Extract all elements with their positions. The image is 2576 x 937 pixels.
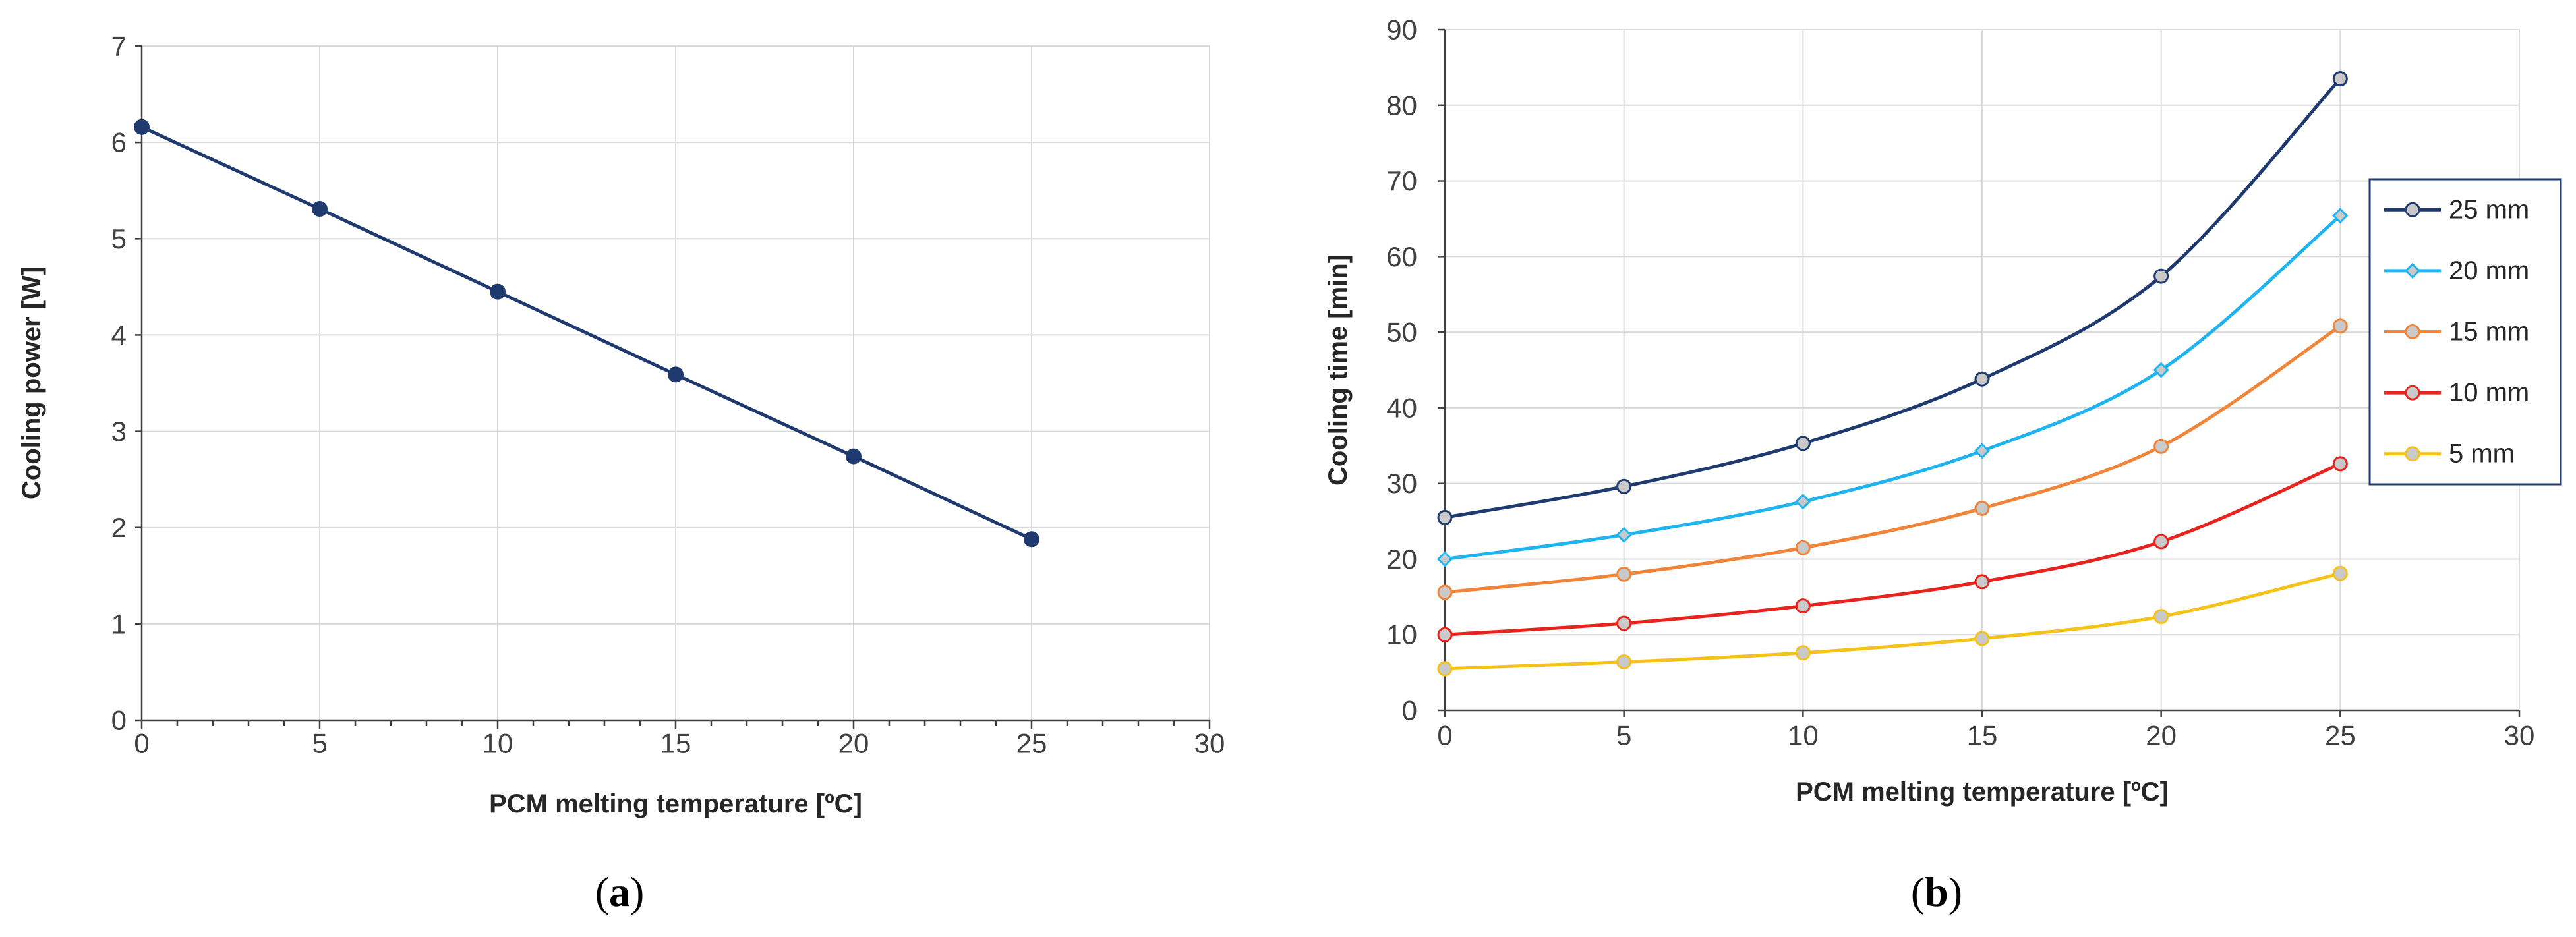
panel-b-data-point [1795,494,1811,510]
chart-panel-a: 0 5 10 15 20 25 30 0 1 2 3 4 5 6 7 PCM melting temperat… [17,31,1225,916]
panel-a-y-tick-label: 0 [111,705,127,736]
panel-a-data-point [312,200,328,217]
panel-b-data-point [1974,631,1990,646]
panel-b-legend-marker [2405,324,2420,339]
panel-b-legend-marker [2405,202,2420,217]
panel-b-y-tick-label: 30 [1386,468,1417,499]
panel-b-y-tick-label: 40 [1386,392,1417,423]
panel-b-data-point [1974,371,1990,387]
panel-b-x-tick-label: 0 [1437,720,1452,751]
chart-panel-b: 0 5 10 15 20 25 30 0 10 20 30 40 50 60 70 80 90 PCM melti… [1324,14,2562,915]
panel-b-legend-label: 15 mm [2449,318,2529,347]
panel-b-x-tick-label: 25 [2325,720,2356,751]
panel-b-legend-label: 10 mm [2449,378,2529,407]
panel-b-y-tick-label: 90 [1386,14,1417,45]
panel-b-data-point [2332,318,2348,334]
panel-a-x-tick-label: 10 [483,727,513,758]
panel-a-y-tick-label: 7 [111,31,127,62]
panel-b-data-point [1437,509,1453,525]
panel-b-data-point [1616,615,1632,631]
panel-b-legend-label: 5 mm [2449,440,2515,468]
panel-b-y-tick-label: 80 [1386,90,1417,121]
panel-b-legend-marker [2405,385,2420,401]
panel-b-data-point [1616,526,1632,543]
panel-b-data-point [1795,645,1811,661]
panel-a-y-axis-title: Cooling power [W] [17,267,46,499]
panel-a-y-tick-label: 2 [111,512,127,543]
panel-b-data-point [2153,609,2169,625]
panel-a-series-line-1 [140,125,1033,541]
panel-a-label: (a) [595,868,645,915]
panel-b-series-line-1 [1444,77,2342,519]
panel-b-data-point [1616,566,1632,582]
panel-b-legend: 25 mm 20 mm 15 mm 10 mm 5 mm [2368,178,2562,486]
panel-b-x-axis-title: PCM melting temperature [ºC] [1796,778,2169,807]
panel-a-x-tick-label: 30 [1194,727,1225,758]
panel-b-data-point [2332,71,2348,87]
panel-b-data-point [1616,654,1632,670]
panel-b-x-tick-label: 20 [2146,720,2177,751]
panel-b-y-tick-label: 20 [1386,544,1417,575]
panel-b-x-tick-label: 5 [1616,720,1631,751]
panel-b-series-line-3 [1444,324,2341,594]
panel-a-data-point [134,119,150,135]
panel-b-data-point [1616,478,1632,494]
panel-b-data-point [1437,584,1453,600]
panel-a-y-tick-label: 6 [111,127,127,158]
panel-a-x-axis-title: PCM melting temperature [ºC] [489,789,862,818]
panel-b-data-point [1795,598,1811,614]
panel-b-y-tick-label: 50 [1386,317,1417,348]
panel-b-x-tick-label: 15 [1967,720,1998,751]
panel-b-y-axis-title: Cooling time [min] [1324,254,1353,486]
panel-b-data-point [1795,540,1811,555]
panel-a-x-tick-label: 5 [312,727,327,758]
panel-b-legend-label: 25 mm [2449,195,2529,224]
panel-b-series-line-4 [1444,462,2341,637]
panel-b-data-point [2153,268,2169,284]
panel-a-data-point [1024,531,1039,548]
panel-b-data-point [2332,456,2348,472]
panel-b-data-point [2332,208,2349,224]
panel-b-x-tick-label: 10 [1788,720,1819,751]
panel-b-legend-marker [2404,262,2421,279]
panel-b-data-point [1795,436,1811,451]
panel-b-data-point [1974,501,1990,517]
panel-b-y-tick-label: 10 [1386,619,1417,650]
panel-b-data-point [1974,574,1990,590]
panel-a-y-tick-label: 1 [111,608,127,639]
panel-a-data-point [668,366,684,383]
panel-b-data-point [1436,551,1453,567]
panel-b-legend-label: 20 mm [2449,256,2529,285]
panel-b-legend-marker [2405,446,2420,462]
panel-a-x-tick-label: 20 [838,727,869,758]
panel-b-data-point [1437,627,1453,642]
panel-b-data-point [2332,565,2348,581]
panel-b-data-point [1437,661,1453,677]
panel-b-series-line-5 [1444,571,2341,671]
panel-b-y-tick-label: 0 [1402,695,1417,726]
panel-b-y-tick-label: 70 [1386,165,1417,196]
panel-a-x-tick-label: 25 [1016,727,1047,758]
panel-a-y-tick-label: 3 [111,416,127,447]
panel-b-data-point [2153,534,2169,550]
panel-a-y-tick-label: 5 [111,223,127,254]
panel-b-label: (b) [1911,868,1962,915]
panel-b-data-point [1974,443,1991,459]
panel-a-x-tick-label: 15 [660,727,691,758]
panel-b-data-point [2153,362,2169,378]
panel-a-data-point [490,283,506,300]
panel-b-data-point [2153,438,2169,454]
panel-b-x-tick-label: 30 [2504,720,2535,751]
panel-a-y-tick-label: 4 [111,320,127,351]
panel-b-series-line-2 [1444,214,2341,561]
panel-b-y-tick-label: 60 [1386,241,1417,272]
panel-a-data-point [846,448,862,465]
panel-a-x-tick-label: 0 [134,727,149,758]
